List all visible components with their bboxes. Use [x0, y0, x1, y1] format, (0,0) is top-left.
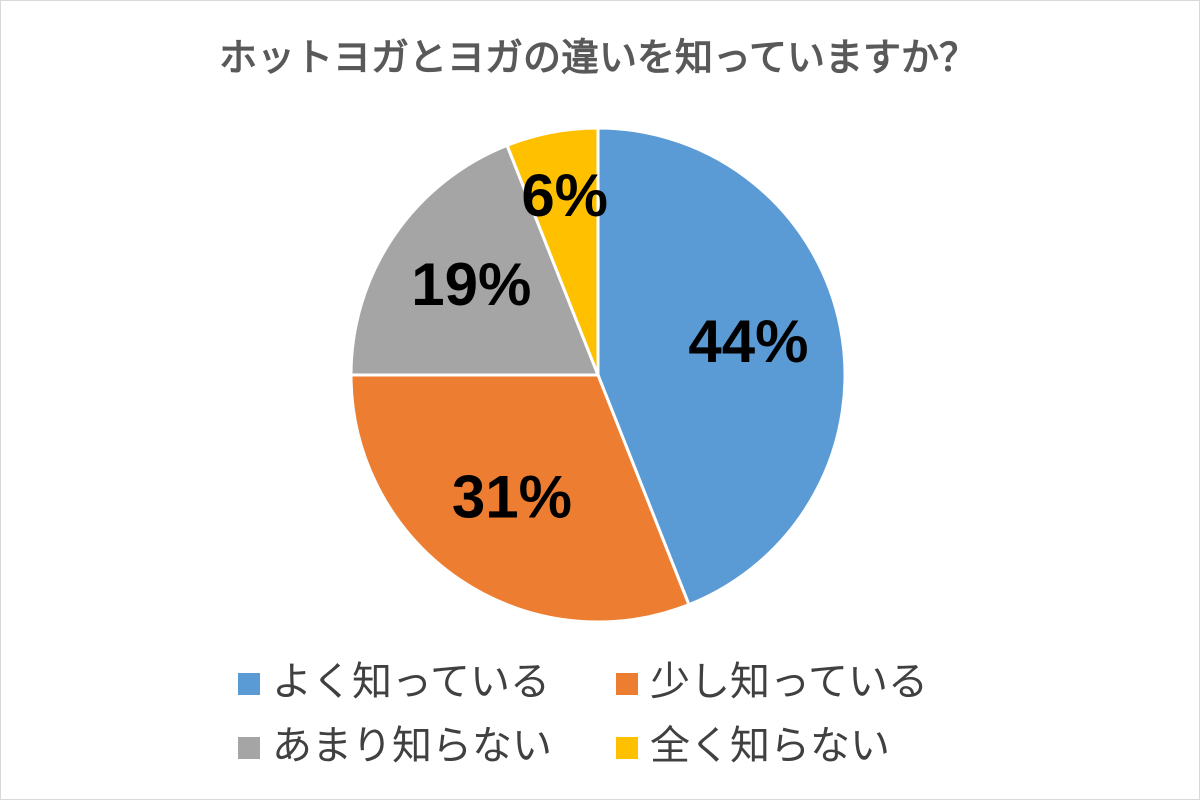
pie-slice [505, 126, 600, 376]
value-label: 6% [521, 162, 608, 229]
chart-title: ホットヨガとヨガの違いを知っていますか？ [219, 36, 977, 80]
legend-swatch [238, 673, 260, 695]
legend-text: よく知っている [272, 659, 550, 705]
pie-slice [349, 373, 691, 624]
pie-slice [596, 126, 847, 607]
value-label: 31% [452, 464, 572, 531]
legend-text: 少し知っている [650, 659, 928, 705]
value-label: 44% [688, 308, 808, 375]
pie-slice [349, 143, 601, 377]
legend-text: 全く知らない [650, 723, 890, 769]
legend-swatch [616, 673, 638, 695]
legend-swatch [238, 737, 260, 759]
legend-swatch [616, 737, 638, 759]
value-label: 19% [411, 251, 531, 318]
legend-text: あまり知らない [272, 723, 552, 769]
